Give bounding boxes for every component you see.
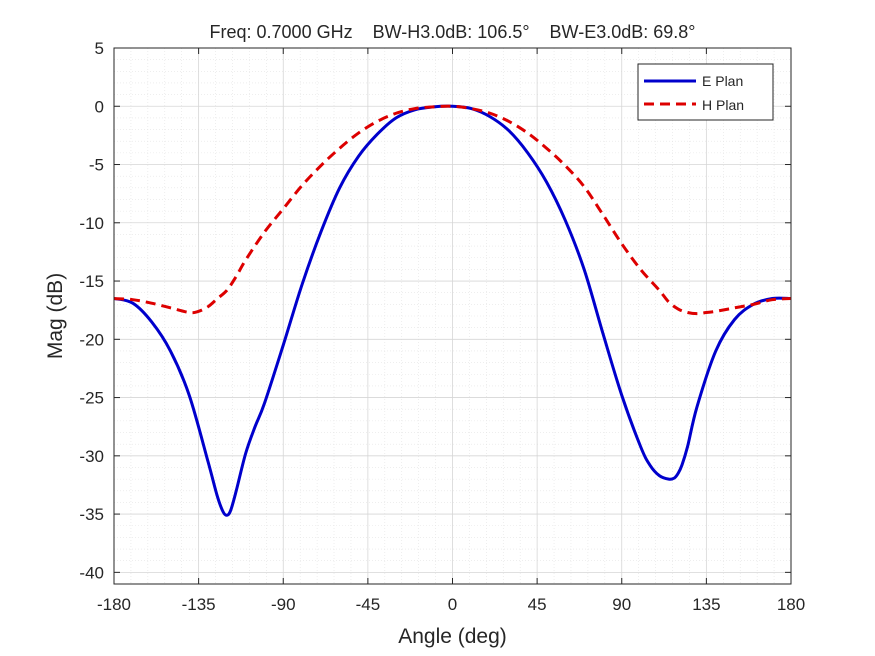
x-tick-label: 135 [692,595,720,614]
x-tick-label: -45 [356,595,381,614]
x-tick-label: 90 [612,595,631,614]
y-tick-label: 0 [95,97,104,116]
y-tick-label: -20 [79,330,104,349]
x-tick-label: -90 [271,595,296,614]
y-tick-label: -30 [79,447,104,466]
minor-grid [114,48,791,585]
x-tick-label: -180 [97,595,131,614]
legend-box [637,63,774,121]
series-layer [114,104,791,517]
y-tick-label: 5 [95,39,104,58]
y-tick-label: -5 [89,156,104,175]
y-tick-label: -10 [79,214,104,233]
series-line-e-plan [114,104,791,517]
x-tick-label: 180 [777,595,805,614]
y-tick-label: -25 [79,389,104,408]
chart-title: Freq: 0.7000 GHz BW-H3.0dB: 106.5° BW-E3… [210,22,696,42]
x-tick-labels: -180 -135 -90 -45 0 45 90 135 180 [97,595,805,614]
y-tick-labels: 5 0 -5 -10 -15 -20 -25 -30 -35 -40 [79,39,104,582]
legend-label-h-plan: H Plan [702,97,744,113]
y-axis-title: Mag (dB) [44,273,67,359]
x-tick-label: 45 [528,595,547,614]
series-line-h-plan [114,104,791,316]
legend: E Plan H Plan [637,63,774,121]
legend-label-e-plan: E Plan [702,73,743,89]
tick-marks [113,47,792,584]
y-tick-label: -15 [79,272,104,291]
x-tick-label: -135 [182,595,216,614]
x-axis-title: Angle (deg) [398,625,507,648]
y-tick-label: -40 [79,563,104,582]
x-tick-label: 0 [448,595,457,614]
y-tick-label: -35 [79,505,104,524]
